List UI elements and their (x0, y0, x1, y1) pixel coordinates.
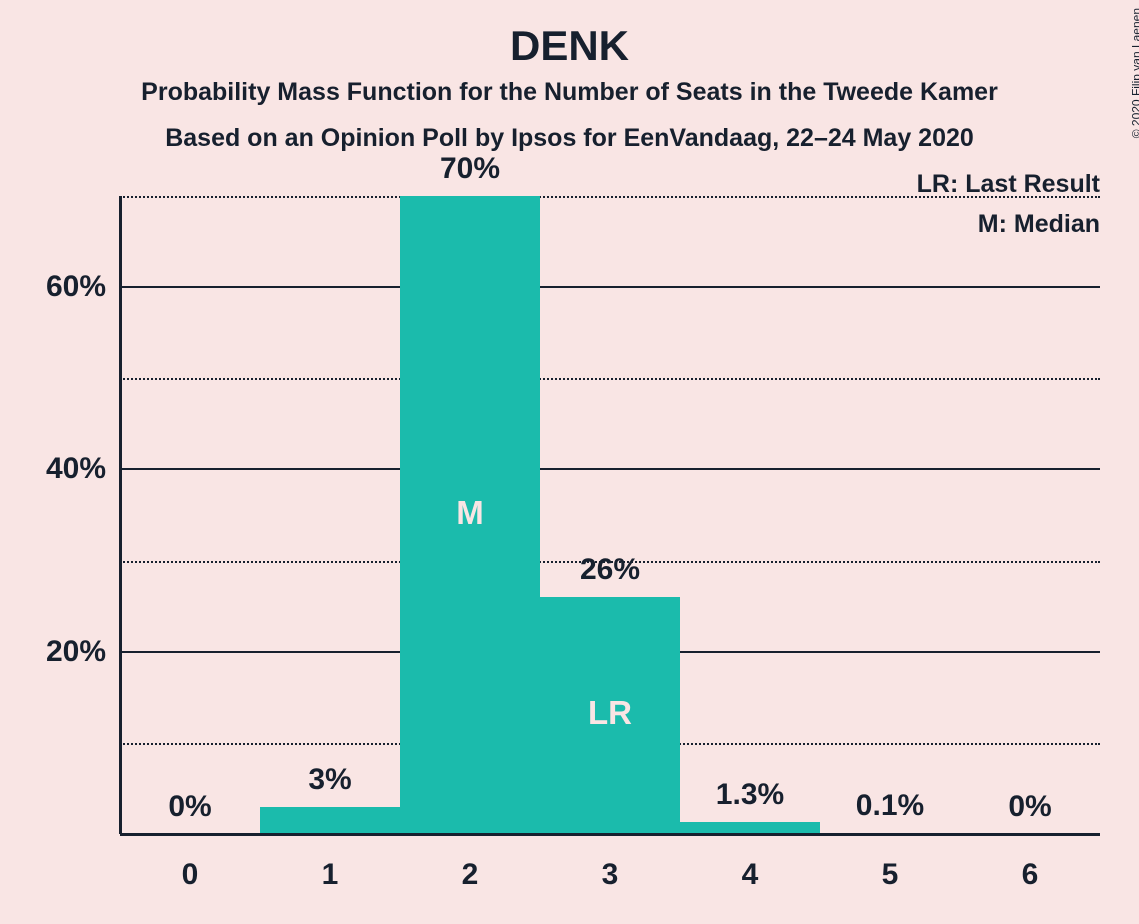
x-axis-tick-label: 5 (882, 858, 899, 892)
bar-value-label: 0.1% (856, 789, 924, 823)
bar-inner-label: M (456, 494, 484, 532)
x-axis-line (120, 833, 1100, 836)
chart-title: DENK (0, 22, 1139, 70)
x-axis-tick-label: 0 (182, 858, 199, 892)
y-axis-tick-label: 40% (46, 452, 120, 486)
chart-subtitle-2: Based on an Opinion Poll by Ipsos for Ee… (0, 124, 1139, 153)
gridline-major (120, 286, 1100, 288)
y-axis-tick-label: 60% (46, 270, 120, 304)
y-axis-line (119, 196, 122, 834)
bar-value-label: 70% (440, 152, 500, 186)
x-axis-tick-label: 1 (322, 858, 339, 892)
x-axis-tick-label: 2 (462, 858, 479, 892)
bar-value-label: 0% (168, 790, 211, 824)
chart-canvas: DENK Probability Mass Function for the N… (0, 0, 1139, 924)
x-axis-tick-label: 4 (742, 858, 759, 892)
gridline-minor (120, 196, 1100, 198)
chart-subtitle-1: Probability Mass Function for the Number… (0, 78, 1139, 107)
bar-inner-label: LR (588, 694, 632, 732)
bar-value-label: 26% (580, 553, 640, 587)
copyright-label: © 2020 Filip van Laenen (1129, 8, 1139, 138)
x-axis-tick-label: 3 (602, 858, 619, 892)
gridline-major (120, 468, 1100, 470)
bar-value-label: 0% (1008, 790, 1051, 824)
x-axis-tick-label: 6 (1022, 858, 1039, 892)
y-axis-tick-label: 20% (46, 635, 120, 669)
legend-last-result: LR: Last Result (917, 170, 1100, 199)
gridline-minor (120, 378, 1100, 380)
bar-value-label: 1.3% (716, 778, 784, 812)
chart-plot-area: 20%40%60%0%03%170%M226%LR31.3%40.1%50%6 (120, 196, 1100, 834)
bar-value-label: 3% (308, 763, 351, 797)
bar (260, 807, 400, 834)
